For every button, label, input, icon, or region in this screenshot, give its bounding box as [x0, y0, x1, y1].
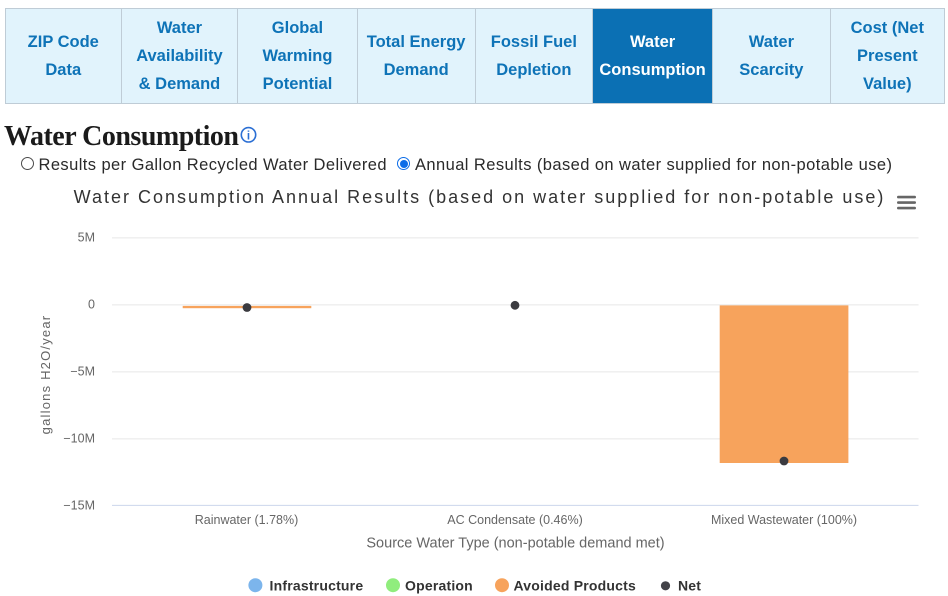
- svg-text:Avoided Products: Avoided Products: [514, 577, 636, 593]
- svg-text:i: i: [247, 131, 250, 143]
- svg-text:Rainwater (1.78%): Rainwater (1.78%): [195, 513, 299, 527]
- svg-text:gallons H2O/year: gallons H2O/year: [38, 315, 53, 435]
- svg-text:−15M: −15M: [63, 499, 95, 513]
- svg-text:Water Consumption Annual Resul: Water Consumption Annual Results (based …: [74, 187, 886, 207]
- svg-text:Mixed Wastewater (100%): Mixed Wastewater (100%): [711, 513, 857, 527]
- svg-text:Net: Net: [678, 577, 701, 593]
- svg-text:Source Water Type (non-potable: Source Water Type (non-potable demand me…: [366, 536, 664, 552]
- svg-text:−10M: −10M: [63, 432, 95, 446]
- svg-text:0: 0: [88, 298, 95, 312]
- svg-text:AC Condensate (0.46%): AC Condensate (0.46%): [447, 513, 583, 527]
- svg-text:5M: 5M: [78, 231, 95, 245]
- svg-text:Operation: Operation: [405, 577, 473, 593]
- svg-text:−5M: −5M: [70, 365, 95, 379]
- svg-text:Infrastructure: Infrastructure: [270, 577, 364, 593]
